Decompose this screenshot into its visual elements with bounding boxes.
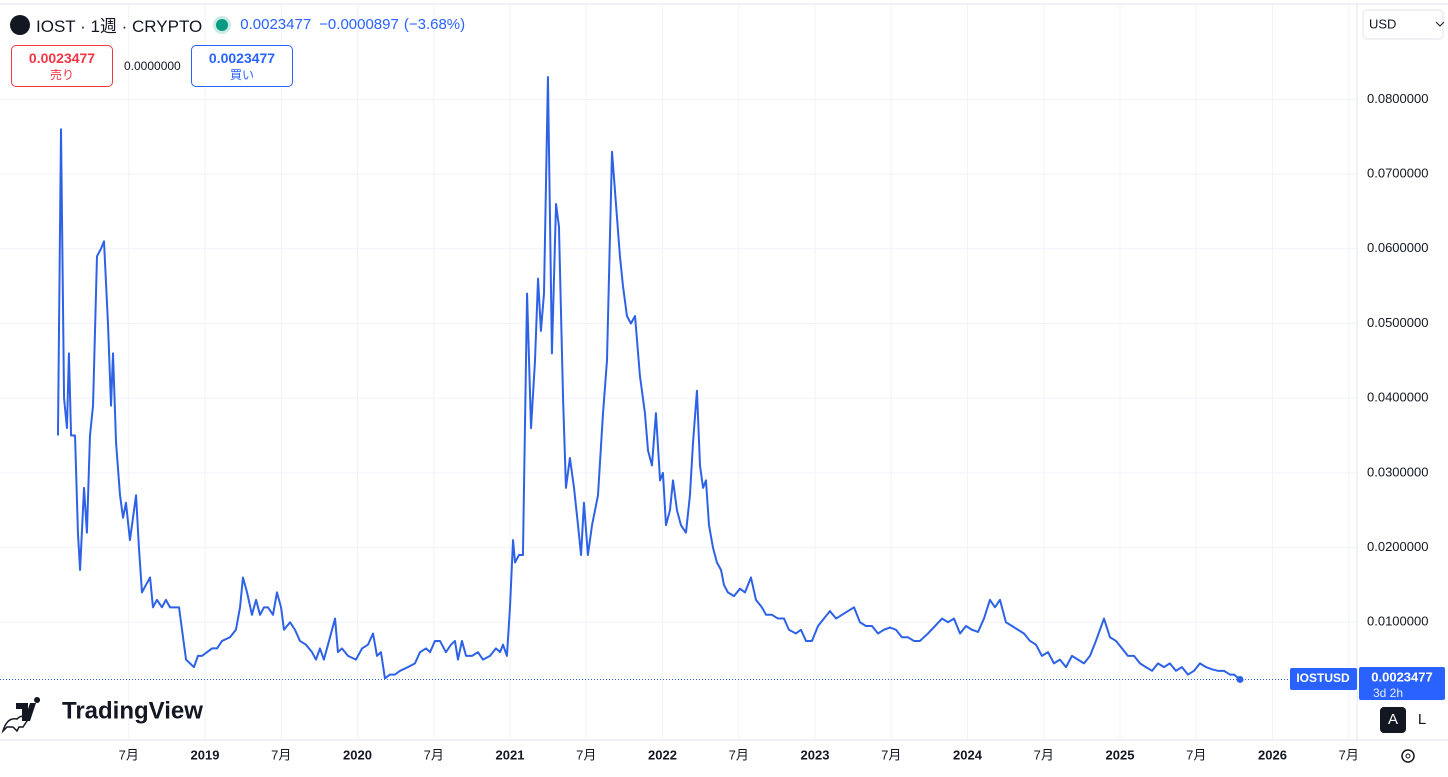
x-tick-label: 2026 xyxy=(1258,747,1287,762)
price-tag-value: 0.0023477 xyxy=(1371,669,1432,684)
tv-logo-text: TradingView xyxy=(62,697,203,724)
price-line xyxy=(56,76,1241,681)
sell-price: 0.0023477 xyxy=(28,50,96,66)
log-scale-label[interactable]: L xyxy=(1418,711,1426,728)
y-tick-label: 0.0300000 xyxy=(1367,464,1428,479)
y-tick-label: 0.0800000 xyxy=(1367,91,1428,106)
settings-icon[interactable] xyxy=(1401,749,1415,763)
symbol-name[interactable]: IOST · 1週 · CRYPTO xyxy=(36,17,203,36)
axes: 0.0100000 0.0200000 0.0300000 0.0400000 0.05… xyxy=(119,91,1429,763)
x-tick-label: 7月 xyxy=(576,747,596,762)
y-tick-label: 0.0400000 xyxy=(1367,390,1428,405)
x-tick-label: 7月 xyxy=(729,747,749,762)
x-tick-label: 2020 xyxy=(343,747,372,762)
x-tick-label: 2021 xyxy=(496,747,525,762)
last-point xyxy=(1236,675,1244,683)
symbol-tag xyxy=(1290,668,1357,690)
x-tick-label: 7月 xyxy=(424,747,444,762)
y-tick-label: 0.0700000 xyxy=(1367,166,1428,181)
settings-icon-center xyxy=(1405,753,1411,759)
countdown: 3d 2h xyxy=(1373,686,1403,700)
y-tick-label: 0.0600000 xyxy=(1367,240,1428,255)
x-tick-label: 7月 xyxy=(1339,747,1359,762)
replay-icon[interactable] xyxy=(1,715,28,734)
auto-scale-label: A xyxy=(1388,711,1398,728)
x-tick-label: 7月 xyxy=(1186,747,1206,762)
dropdown-arrow xyxy=(1435,21,1445,27)
x-tick-label: 2024 xyxy=(953,747,983,762)
y-tick-label: 0.0200000 xyxy=(1367,539,1428,554)
x-tick-label: 2025 xyxy=(1106,747,1135,762)
last-price: 0.0023477 xyxy=(240,16,312,33)
price-tag xyxy=(1359,667,1445,700)
y-tick-label: 0.0500000 xyxy=(1367,315,1428,330)
symbol-icon xyxy=(10,14,30,35)
x-tick-label: 7月 xyxy=(119,747,139,762)
x-tick-label: 7月 xyxy=(1034,747,1054,762)
grid xyxy=(0,5,1357,740)
buy-button[interactable]: 0.0023477 買い xyxy=(191,45,293,87)
x-tick-label: 7月 xyxy=(271,747,291,762)
sell-label: 売り xyxy=(49,68,74,82)
plot xyxy=(0,76,1357,683)
currency-select[interactable] xyxy=(1362,9,1444,40)
x-tick-label: 2019 xyxy=(191,747,220,762)
auto-scale-button[interactable] xyxy=(1380,707,1406,733)
x-tick-label: 7月 xyxy=(881,747,901,762)
price-change-pct: (−3.68%) xyxy=(403,16,466,33)
buy-label: 買い xyxy=(229,68,254,82)
spread: 0.0000000 xyxy=(124,59,181,73)
x-tick-label: 2023 xyxy=(801,747,830,762)
tv-logo-mark xyxy=(16,697,41,721)
y-tick-label: 0.0100000 xyxy=(1367,614,1428,629)
market-status xyxy=(216,18,229,31)
symbol-header: IOST · 1週 · CRYPTO 0.0023477 −0.0000897 … xyxy=(10,12,465,37)
buy-price: 0.0023477 xyxy=(208,50,276,66)
currency-label: USD xyxy=(1369,16,1396,31)
sell-button[interactable]: 0.0023477 売り xyxy=(11,45,113,87)
price-change: −0.0000897 xyxy=(319,16,399,33)
symbol-tag-label: IOSTUSD xyxy=(1296,671,1350,685)
x-tick-label: 2022 xyxy=(648,747,677,762)
